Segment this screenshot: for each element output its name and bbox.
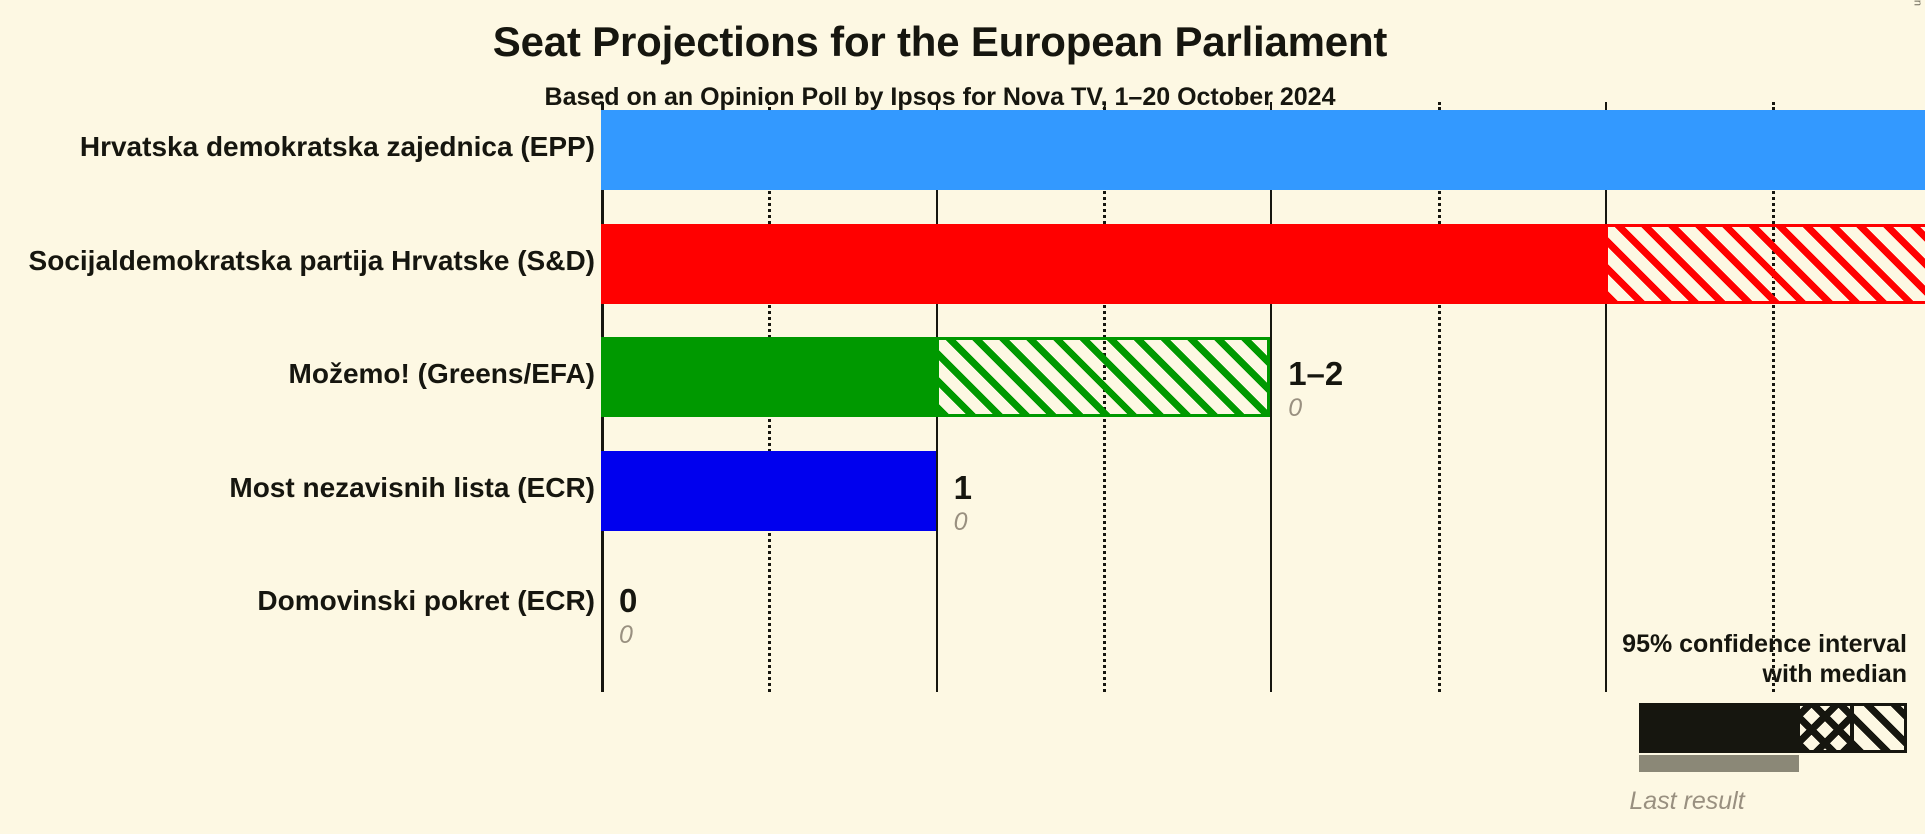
legend-median-swatch (1639, 703, 1799, 753)
legend-diagonal-swatch (1851, 703, 1907, 753)
gridline-major (1270, 102, 1273, 692)
bar-median-segment (601, 110, 1925, 190)
chart-legend: 95% confidence interval with median Last… (1507, 630, 1907, 816)
party-label: Socijaldemokratska partija Hrvatske (S&D… (28, 244, 595, 276)
chart-title: Seat Projections for the European Parlia… (492, 18, 1388, 65)
seat-projection-value: 0 (619, 582, 638, 619)
party-label: Domovinski pokret (ECR) (257, 585, 595, 616)
legend-last-result-label: Last result (1629, 787, 1745, 815)
legend-line-2: with median (1762, 659, 1907, 688)
bar-median-segment (601, 223, 1605, 304)
legend-line-1: 95% confidence interval (1622, 630, 1907, 658)
party-label: Hrvatska demokratska zajednica (EPP) (79, 131, 595, 162)
chart-subtitle: Based on an Opinion Poll by Ipsos for No… (544, 83, 1336, 111)
legend-crosshatch-swatch (1797, 703, 1853, 753)
seat-projection-value: 1–2 (1288, 355, 1344, 392)
party-label: Možemo! (Greens/EFA) (288, 358, 595, 389)
last-result-value: 0 (953, 507, 968, 536)
bar-interval-hatch (1604, 223, 1925, 304)
gridline-major (1604, 102, 1607, 692)
gridline-minor (1437, 102, 1441, 692)
last-result-value: 0 (619, 621, 633, 649)
bar-median-segment (601, 337, 936, 417)
copyright-notice: © 2024 Filip van Laenen (1911, 0, 1923, 6)
seat-projection-value: 1 (953, 468, 972, 506)
legend-swatch (1507, 703, 1907, 772)
bar-interval-hatch (935, 337, 1271, 417)
party-label: Most nezavisnih lista (ECR) (229, 471, 595, 503)
gridline-minor (1772, 102, 1776, 692)
bar-median-segment (601, 450, 936, 531)
legend-last-result-bar (1639, 755, 1799, 772)
last-result-value: 0 (1288, 394, 1303, 422)
